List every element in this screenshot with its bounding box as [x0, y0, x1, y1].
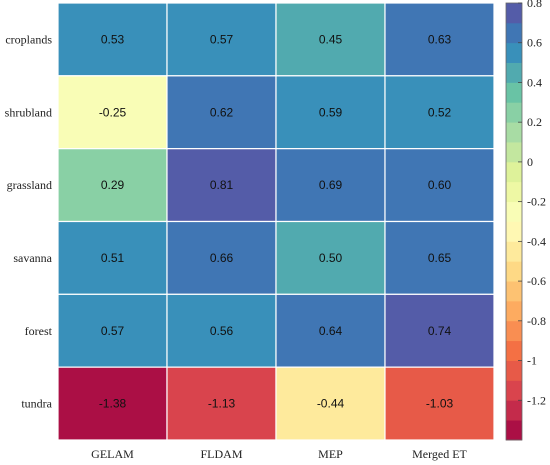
cell-value-label: 0.29	[101, 178, 125, 192]
heatmap-cells: 0.53 0.57 0.45 0.63 -0.25 0.62 0.59 0.52 0.29 0.8…	[57, 2, 495, 441]
colorbar-segment	[506, 82, 522, 103]
row-label: forest	[25, 324, 53, 338]
cell-value-label: 0.52	[428, 105, 452, 119]
row-label: tundra	[21, 397, 52, 411]
colorbar-tick-label: 0.2	[527, 115, 542, 129]
colorbar-segment	[506, 380, 522, 401]
colorbar-tick-label: 0.4	[527, 75, 542, 89]
colorbar-tick-label: -1.2	[527, 393, 546, 407]
column-label: FLDAM	[200, 447, 242, 461]
colorbar-segment	[506, 142, 522, 163]
heatmap-cell	[166, 148, 277, 223]
cell-value-label: 0.57	[210, 32, 234, 46]
colorbar-segment	[506, 360, 522, 381]
heatmap-cell	[57, 293, 168, 368]
cell-value-label: 0.74	[428, 324, 452, 338]
colorbar: 0.8 0.6 0.4 0.2 0 -0.2 -0.4 -0.6 -0.8 -1 -1.2	[505, 0, 546, 441]
heatmap-cell	[57, 220, 168, 295]
colorbar-segment	[506, 22, 522, 44]
colorbar-segment	[506, 400, 522, 421]
cell-value-label: 0.65	[428, 251, 452, 265]
cell-value-label: -1.38	[99, 397, 127, 411]
cell-value-label: -0.44	[317, 397, 345, 411]
colorbar-segment	[506, 42, 522, 63]
row-label: grassland	[7, 178, 52, 192]
cell-value-label: 0.63	[428, 32, 452, 46]
row-label: shrubland	[5, 105, 52, 119]
cell-value-label: 0.59	[319, 105, 343, 119]
cell-value-label: 0.56	[210, 324, 234, 338]
colorbar-segment	[506, 62, 522, 83]
cell-value-label: 0.57	[101, 324, 125, 338]
colorbar-segment	[506, 281, 522, 302]
cell-value-label: 0.45	[319, 32, 343, 46]
heatmap-cell	[384, 148, 495, 223]
column-labels: GELAM FLDAM MEP Merged ET	[91, 447, 467, 461]
colorbar-tick-label: -0.8	[527, 314, 546, 328]
cell-value-label: 0.66	[210, 251, 234, 265]
cell-value-label: 0.53	[101, 32, 125, 46]
cell-value-label: 0.60	[428, 178, 452, 192]
cell-value-label: 0.62	[210, 105, 234, 119]
colorbar-segment	[506, 300, 522, 322]
heatmap-cell	[57, 75, 168, 150]
column-label: MEP	[318, 447, 343, 461]
colorbar-segment	[506, 102, 522, 123]
heatmap-cell	[384, 220, 495, 295]
row-label: savanna	[13, 251, 52, 265]
colorbar-tick-label: 0	[527, 155, 533, 169]
colorbar-segment	[506, 261, 522, 282]
cell-value-label: -1.03	[426, 397, 454, 411]
colorbar-tick-label: -0.6	[527, 274, 546, 288]
colorbar-tick-label: 0.8	[527, 0, 542, 10]
colorbar-segment	[506, 161, 522, 183]
row-labels: croplands shrubland grassland savanna forest…	[5, 32, 53, 410]
colorbar-segment	[506, 3, 522, 24]
colorbar-tick-label: -1	[527, 354, 537, 368]
colorbar-tick-label: -0.2	[527, 195, 546, 209]
heatmap-cell	[166, 220, 277, 295]
colorbar-segment	[506, 420, 522, 441]
heatmap-cell	[384, 75, 495, 150]
heatmap-cell	[57, 2, 168, 77]
heatmap-cell	[384, 366, 495, 441]
colorbar-segment	[506, 221, 522, 242]
cell-value-label: -1.13	[208, 397, 236, 411]
colorbar-frame	[505, 2, 523, 441]
heatmap-cell	[275, 2, 386, 77]
cell-value-label: 0.51	[101, 251, 125, 265]
colorbar-segment	[506, 181, 522, 203]
cell-value-label: 0.50	[319, 251, 343, 265]
heatmap-cell	[57, 366, 168, 441]
cell-value-label: 0.69	[319, 178, 343, 192]
heatmap-cell	[384, 293, 495, 368]
colorbar-segment	[506, 320, 522, 342]
row-label: croplands	[5, 32, 52, 46]
column-label: GELAM	[91, 447, 134, 461]
heatmap-cell	[166, 2, 277, 77]
heatmap-cell	[166, 293, 277, 368]
heatmap-cell	[166, 75, 277, 150]
cell-value-label: -0.25	[99, 105, 127, 119]
colorbar-segment	[506, 340, 522, 361]
colorbar-tick-label: -0.4	[527, 234, 546, 248]
heatmap-cell	[166, 366, 277, 441]
colorbar-tick-label: 0.6	[527, 36, 542, 50]
cell-value-label: 0.64	[319, 324, 343, 338]
column-label: Merged ET	[412, 447, 467, 461]
heatmap-cell	[275, 293, 386, 368]
heatmap-cell	[384, 2, 495, 77]
cell-value-label: 0.81	[210, 178, 234, 192]
colorbar-segment	[506, 122, 522, 143]
heatmap-cell	[275, 366, 386, 441]
colorbar-segment	[506, 241, 522, 262]
colorbar-segment	[506, 201, 522, 222]
